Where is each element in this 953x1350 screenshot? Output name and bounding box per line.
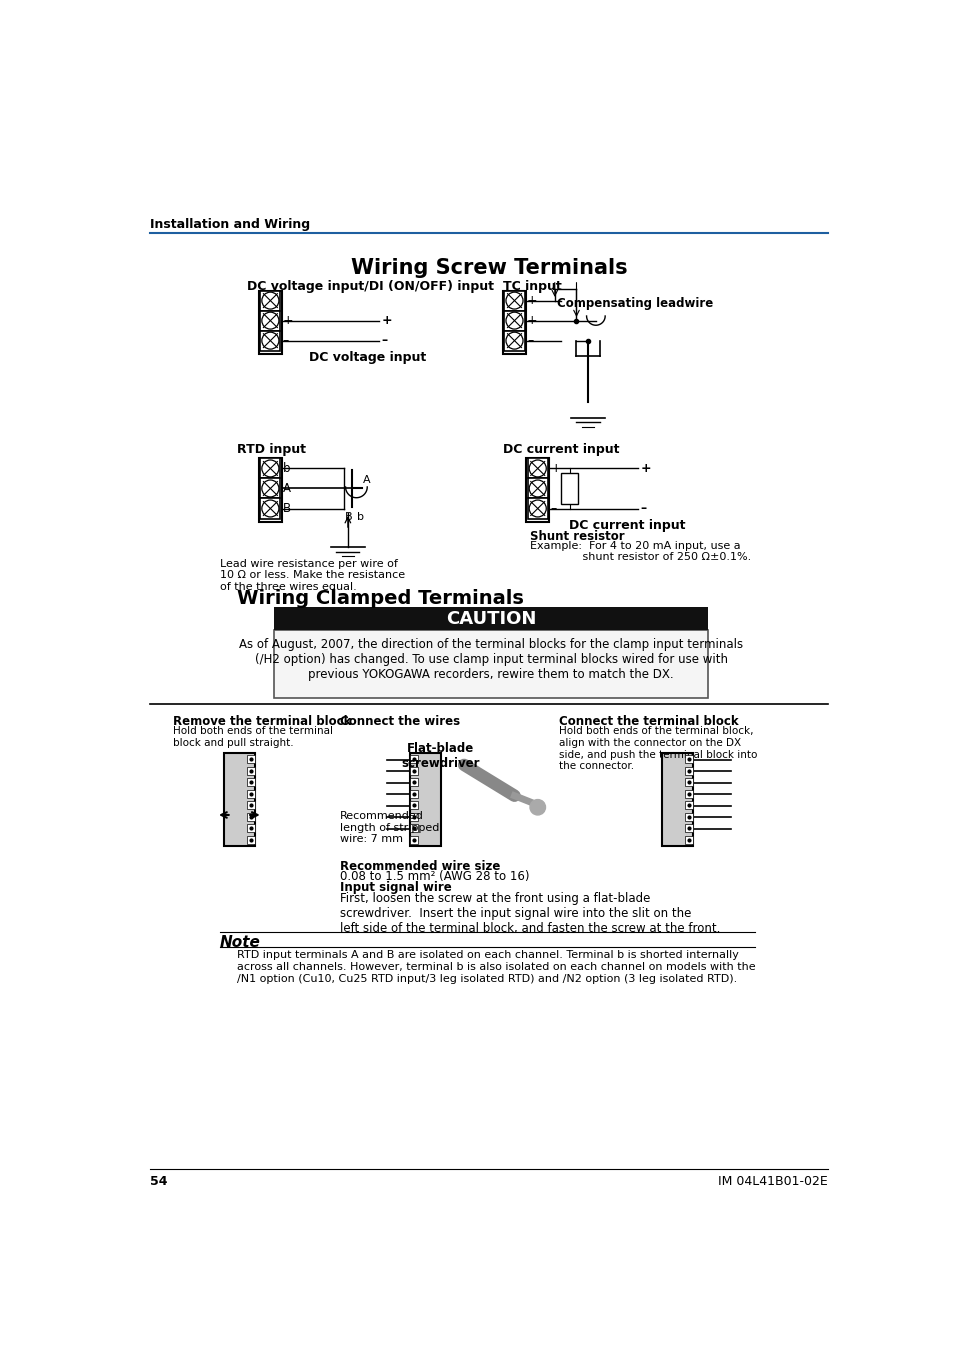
Text: A: A xyxy=(363,475,371,486)
Bar xyxy=(247,778,254,786)
Text: DC current input: DC current input xyxy=(502,443,618,456)
Bar xyxy=(527,478,547,498)
Bar xyxy=(684,813,692,821)
Text: Note: Note xyxy=(220,936,260,950)
Text: +: + xyxy=(526,315,537,327)
Text: TC input: TC input xyxy=(502,279,561,293)
Bar xyxy=(527,459,547,478)
Bar xyxy=(260,290,280,310)
Text: Remove the terminal block: Remove the terminal block xyxy=(173,716,352,728)
Text: Recommended
length of stripped
wire: 7 mm: Recommended length of stripped wire: 7 m… xyxy=(340,811,439,844)
Text: RTD input terminals A and B are isolated on each channel. Terminal b is shorted : RTD input terminals A and B are isolated… xyxy=(236,950,755,984)
Bar xyxy=(224,753,254,845)
Text: Wiring Screw Terminals: Wiring Screw Terminals xyxy=(351,258,626,278)
Text: CAUTION: CAUTION xyxy=(446,610,536,628)
Bar xyxy=(410,755,417,763)
Text: Hold both ends of the terminal
block and pull straight.: Hold both ends of the terminal block and… xyxy=(173,726,334,748)
Text: As of August, 2007, the direction of the terminal blocks for the clamp input ter: As of August, 2007, the direction of the… xyxy=(239,637,742,680)
Bar xyxy=(410,836,417,844)
Bar xyxy=(274,608,707,630)
Bar xyxy=(684,778,692,786)
Text: b: b xyxy=(282,462,290,475)
Bar xyxy=(504,290,524,310)
Bar xyxy=(410,790,417,798)
Text: Example:  For 4 to 20 mA input, use a
               shunt resistor of 250 Ω±0.1: Example: For 4 to 20 mA input, use a shu… xyxy=(530,541,750,563)
Bar xyxy=(410,753,440,845)
Text: DC voltage input: DC voltage input xyxy=(309,351,426,364)
Text: –: – xyxy=(550,502,556,514)
Text: Flat-blade
screwdriver: Flat-blade screwdriver xyxy=(401,741,479,770)
Text: 0.08 to 1.5 mm² (AWG 28 to 16): 0.08 to 1.5 mm² (AWG 28 to 16) xyxy=(340,871,529,883)
Text: +: + xyxy=(550,462,560,475)
Text: RTD input: RTD input xyxy=(236,443,306,456)
Bar xyxy=(247,813,254,821)
Bar xyxy=(410,813,417,821)
Bar xyxy=(247,825,254,833)
Bar xyxy=(684,790,692,798)
Text: Lead wire resistance per wire of
10 Ω or less. Make the resistance
of the three : Lead wire resistance per wire of 10 Ω or… xyxy=(220,559,405,591)
Text: DC current input: DC current input xyxy=(568,520,684,532)
Text: DC voltage input/DI (ON/OFF) input: DC voltage input/DI (ON/OFF) input xyxy=(247,279,494,293)
Text: Input signal wire: Input signal wire xyxy=(340,882,452,894)
Bar xyxy=(260,498,280,518)
Bar xyxy=(258,459,282,521)
Bar xyxy=(504,310,524,331)
Text: 54: 54 xyxy=(150,1174,168,1188)
Text: IM 04L41B01-02E: IM 04L41B01-02E xyxy=(717,1174,827,1188)
Text: Connect the wires: Connect the wires xyxy=(340,716,459,728)
Bar xyxy=(410,778,417,786)
Bar xyxy=(410,802,417,810)
Bar xyxy=(410,825,417,833)
Bar xyxy=(684,802,692,810)
Bar xyxy=(684,755,692,763)
Text: Compensating leadwire: Compensating leadwire xyxy=(557,297,713,309)
Bar xyxy=(260,478,280,498)
Text: +: + xyxy=(640,462,651,475)
Bar xyxy=(260,331,280,351)
Text: Installation and Wiring: Installation and Wiring xyxy=(150,219,310,231)
Text: +: + xyxy=(381,315,392,327)
Bar xyxy=(247,790,254,798)
Text: –: – xyxy=(640,502,646,514)
Text: First, loosen the screw at the front using a flat-blade
screwdriver.  Insert the: First, loosen the screw at the front usi… xyxy=(340,892,720,936)
Bar xyxy=(527,498,547,518)
Bar xyxy=(502,290,525,354)
Bar xyxy=(247,755,254,763)
Bar xyxy=(274,630,707,698)
Bar xyxy=(684,767,692,775)
Text: Shunt resistor: Shunt resistor xyxy=(530,531,624,543)
Text: Recommended wire size: Recommended wire size xyxy=(340,860,500,872)
Bar xyxy=(260,310,280,331)
Text: B: B xyxy=(344,512,352,521)
Bar xyxy=(260,459,280,478)
Text: –: – xyxy=(282,335,289,347)
Text: B: B xyxy=(282,502,291,514)
Bar xyxy=(684,836,692,844)
Text: A: A xyxy=(282,482,291,495)
Bar xyxy=(525,459,549,521)
Bar xyxy=(258,290,282,354)
Text: –: – xyxy=(381,335,387,347)
Bar xyxy=(247,802,254,810)
Text: b: b xyxy=(356,512,364,521)
Bar xyxy=(504,331,524,351)
Bar xyxy=(560,472,578,504)
Bar xyxy=(247,767,254,775)
Circle shape xyxy=(530,799,545,815)
Bar xyxy=(247,836,254,844)
Text: +: + xyxy=(282,315,294,327)
Text: Wiring Clamped Terminals: Wiring Clamped Terminals xyxy=(236,590,523,609)
Text: Connect the terminal block: Connect the terminal block xyxy=(558,716,739,728)
Bar xyxy=(410,767,417,775)
Text: +: + xyxy=(526,294,537,306)
Text: Hold both ends of the terminal block,
align with the connector on the DX
side, a: Hold both ends of the terminal block, al… xyxy=(558,726,757,771)
Text: –: – xyxy=(526,335,533,347)
Bar xyxy=(684,825,692,833)
Bar xyxy=(661,753,692,845)
